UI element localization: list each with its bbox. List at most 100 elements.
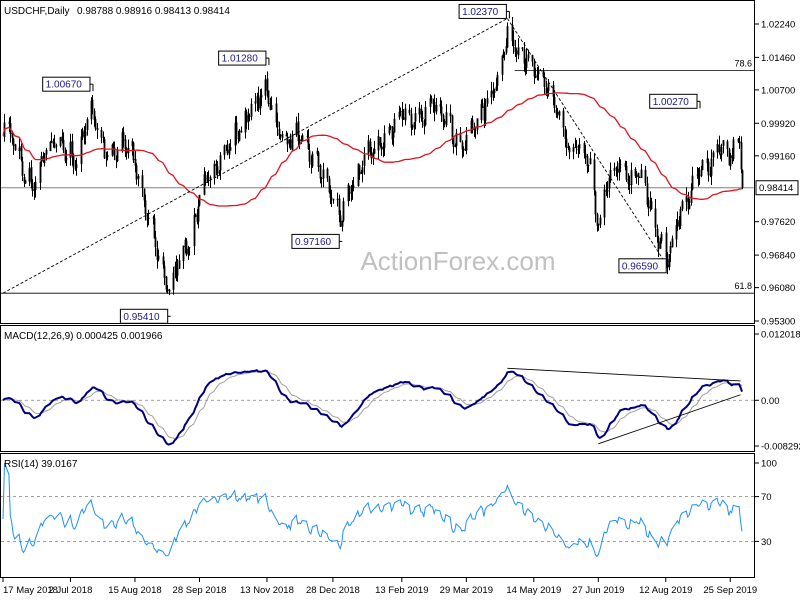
candle-body xyxy=(116,149,119,162)
candle-body xyxy=(264,79,267,96)
candle-body xyxy=(218,171,221,174)
candle-body xyxy=(523,48,526,64)
candle-body xyxy=(111,144,114,156)
candle-body xyxy=(8,121,11,125)
candle-body xyxy=(307,137,310,150)
candle-body xyxy=(380,147,383,150)
candle-body xyxy=(229,147,232,151)
x-tick-label: 28 Dec 2018 xyxy=(306,585,360,596)
candle-body xyxy=(234,122,237,146)
candle-body xyxy=(377,136,380,151)
candle-body xyxy=(45,149,48,155)
price-annotation-label: 1.00270 xyxy=(653,97,690,108)
candle-body xyxy=(572,147,575,152)
candle-body xyxy=(435,104,438,112)
candle-body xyxy=(81,129,84,139)
candle-body xyxy=(65,157,68,160)
candle-body xyxy=(153,218,156,239)
candle-body xyxy=(347,184,350,202)
candle-body xyxy=(279,134,282,137)
candle-body xyxy=(235,122,238,137)
candle-body xyxy=(226,144,229,154)
candle-body xyxy=(269,102,272,111)
candle-body xyxy=(635,174,638,178)
candle-body xyxy=(687,197,690,210)
candle-body xyxy=(176,268,179,276)
candle-body xyxy=(185,240,188,255)
candle-body xyxy=(281,133,284,138)
candle-body xyxy=(480,103,483,120)
candle-body xyxy=(372,153,375,159)
candle-body xyxy=(647,206,650,209)
candle-body xyxy=(254,101,257,104)
candle-body xyxy=(193,215,196,246)
candle-body xyxy=(558,111,561,116)
candle-body xyxy=(275,103,278,123)
candle-body xyxy=(449,112,452,117)
candle-body xyxy=(707,161,710,176)
candle-body xyxy=(69,141,72,158)
candle-body xyxy=(413,122,416,127)
candle-body xyxy=(121,132,124,151)
candle-body xyxy=(432,102,435,104)
candle-body xyxy=(244,110,247,133)
candle-body xyxy=(267,90,270,104)
x-tick-label: 12 Aug 2019 xyxy=(639,585,692,596)
candle-body xyxy=(370,151,373,159)
candle-body xyxy=(389,126,392,128)
candle-body xyxy=(163,266,166,278)
candle-body xyxy=(18,147,21,151)
candle-body xyxy=(459,132,462,142)
candle-body xyxy=(624,163,627,167)
rsi-line xyxy=(2,462,743,558)
price-header-ohlc: 0.98788 0.98916 0.98413 0.98414 xyxy=(77,6,230,17)
candle-body xyxy=(593,159,596,190)
candle-body xyxy=(451,115,454,138)
candle-body xyxy=(168,289,171,292)
x-tick-label: 17 May 2018 xyxy=(3,585,58,596)
candle-body xyxy=(310,160,313,165)
x-tick-label: 27 Jun 2019 xyxy=(572,585,624,596)
candle-body xyxy=(462,148,465,151)
candle-body xyxy=(596,214,599,227)
candle-body xyxy=(93,110,96,121)
price-annotation-label: 0.97160 xyxy=(295,237,332,248)
macd-y-tick-label: 0.012018 xyxy=(761,330,800,341)
candle-body xyxy=(476,118,479,130)
candle-body xyxy=(308,150,311,162)
candle-body xyxy=(124,139,127,150)
price-annotation-label: 1.01280 xyxy=(222,54,259,65)
candle-body xyxy=(722,140,725,147)
x-tick-label: 13 Nov 2018 xyxy=(240,585,294,596)
candle-body xyxy=(14,144,17,151)
current-price-label: 0.98414 xyxy=(759,183,793,194)
candle-body xyxy=(659,241,662,249)
candle-body xyxy=(238,130,241,141)
candle-body xyxy=(430,97,433,103)
candle-body xyxy=(555,109,558,114)
candle-body xyxy=(512,39,515,46)
candle-body xyxy=(587,165,590,167)
candle-body xyxy=(404,108,407,121)
candle-body xyxy=(203,174,206,195)
candle-body xyxy=(603,189,606,218)
candle-body xyxy=(215,164,218,167)
candle-body xyxy=(100,129,103,138)
candle-body xyxy=(115,156,118,161)
candle-body xyxy=(320,178,323,180)
candle-body xyxy=(545,88,548,95)
candle-body xyxy=(471,119,474,130)
macd-y-tick-label: 0.00 xyxy=(761,396,780,407)
candle-body xyxy=(568,147,571,153)
candle-body xyxy=(464,149,467,151)
candle-body xyxy=(666,259,669,268)
candle-body xyxy=(266,78,269,91)
price-y-tick-label: 1.02240 xyxy=(761,20,795,31)
candle-body xyxy=(24,180,27,184)
candle-body xyxy=(411,125,414,129)
rsi-header: RSI(14) 39.0167 xyxy=(4,459,78,470)
price-y-tick-label: 0.96080 xyxy=(761,283,795,294)
candle-body xyxy=(134,158,137,166)
rsi-panel-frame xyxy=(0,453,755,578)
x-tick-label: 15 Aug 2018 xyxy=(108,585,161,596)
